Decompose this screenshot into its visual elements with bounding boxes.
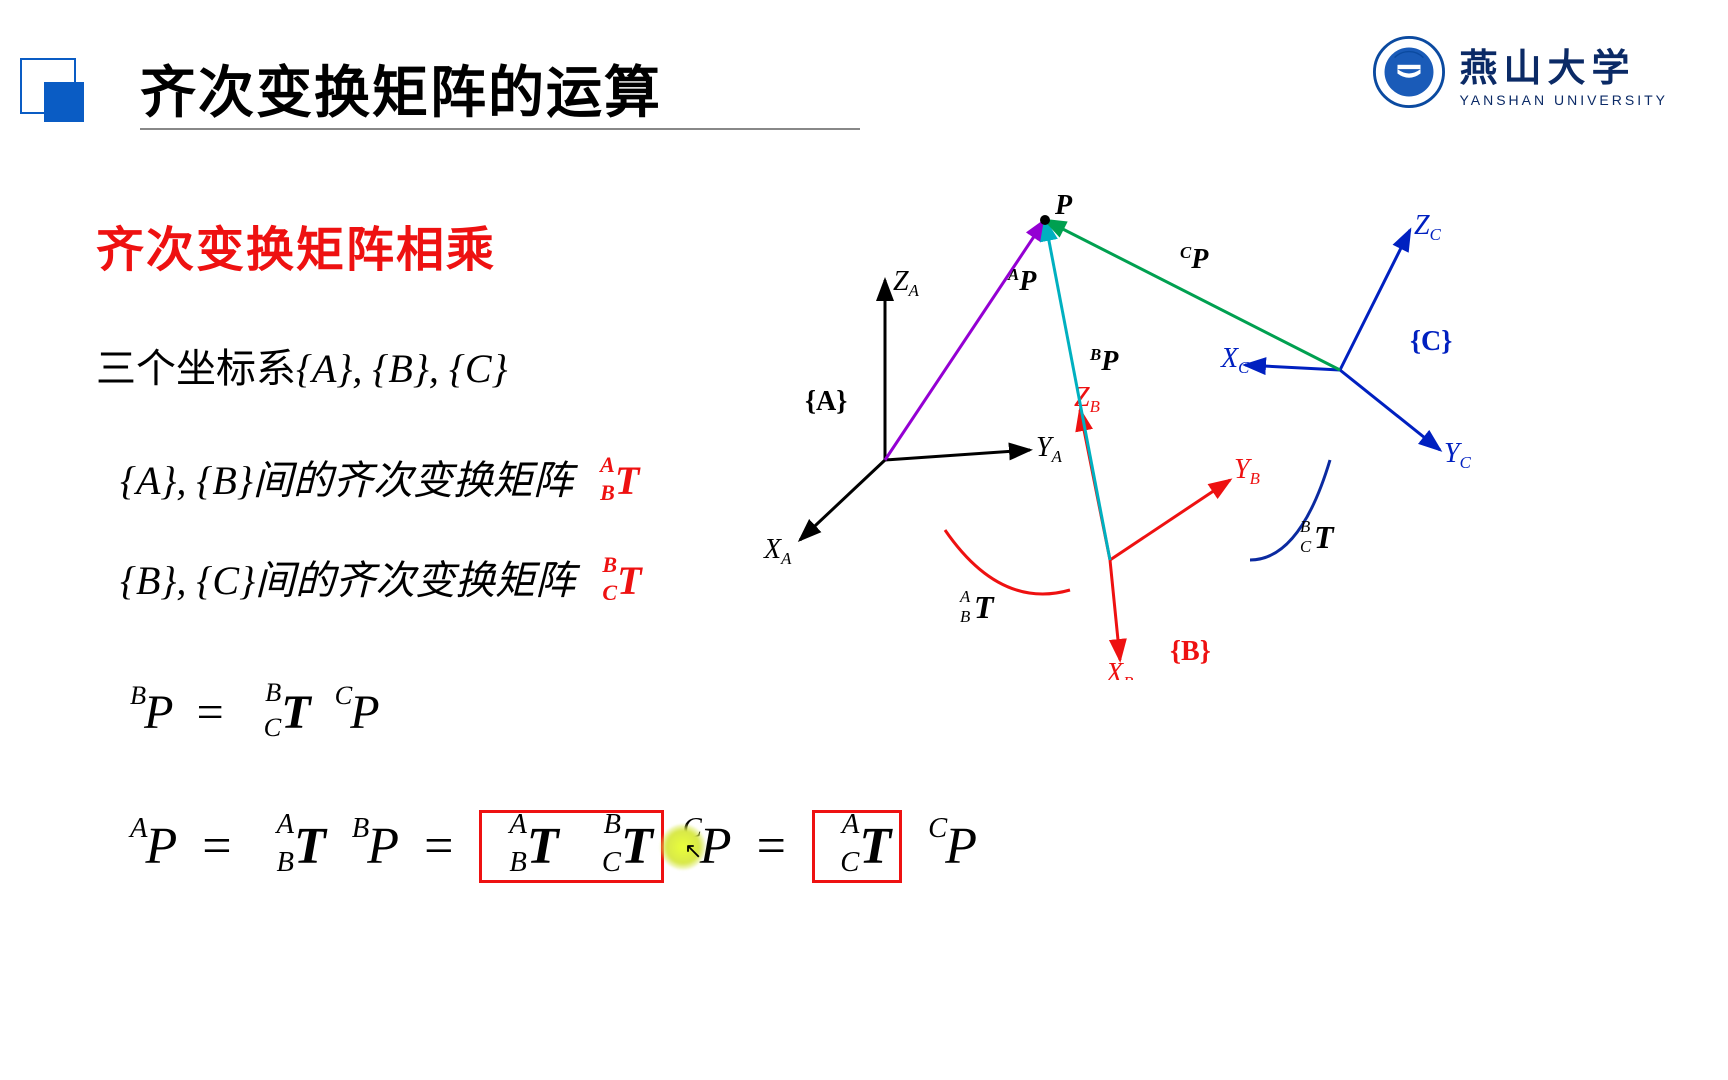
svg-text:T: T: [974, 589, 995, 625]
svg-text:YB: YB: [1234, 454, 1260, 488]
line-ab-transform: {A}, {B}间的齐次变换矩阵 ABT: [120, 448, 639, 506]
section-subheading: 齐次变换矩阵相乘: [96, 210, 496, 280]
svg-text:A: A: [959, 587, 971, 606]
svg-text:XA: XA: [763, 534, 792, 568]
svg-text:YC: YC: [1444, 438, 1472, 472]
svg-text:{A}: {A}: [805, 386, 847, 417]
svg-text:{B}: {B}: [1170, 636, 1211, 667]
university-logo: 燕山大学 YANSHAN UNIVERSITY: [1373, 36, 1668, 108]
svg-text:AP: AP: [1007, 265, 1037, 297]
logo-text-cn: 燕山大学: [1459, 37, 1668, 92]
svg-text:P: P: [1054, 190, 1073, 221]
svg-text:XC: XC: [1220, 343, 1250, 377]
pointer-highlight: [660, 824, 706, 870]
svg-text:C: C: [1300, 537, 1312, 556]
red-box-composite: ACT: [812, 810, 902, 883]
line-bc-transform: {B}, {C}间的齐次变换矩阵 BCT: [120, 548, 642, 606]
logo-text-en: YANSHAN UNIVERSITY: [1459, 92, 1668, 108]
page-title: 齐次变换矩阵的运算: [140, 48, 662, 129]
line-three-frames: 三个坐标系{A}, {B}, {C}: [96, 336, 508, 394]
svg-text:T: T: [1314, 519, 1335, 555]
svg-text:ZC: ZC: [1414, 210, 1442, 244]
logo-seal-icon: [1373, 36, 1445, 108]
svg-text:{C}: {C}: [1410, 326, 1452, 357]
svg-text:ZA: ZA: [893, 266, 920, 300]
equation-bp: BP = BCT CP: [130, 680, 380, 740]
red-box-product: ABT BCT: [479, 810, 663, 883]
svg-text:B: B: [1300, 517, 1310, 536]
header-decor-fill: [44, 82, 84, 122]
svg-text:YA: YA: [1036, 432, 1063, 466]
svg-text:B: B: [960, 607, 970, 626]
svg-text:XB: XB: [1105, 658, 1133, 680]
svg-text:CP: CP: [1180, 243, 1209, 275]
svg-text:BP: BP: [1089, 345, 1119, 377]
coordinate-frames-diagram: ZAYAXA{A}ZBYBXB{B}ZCYCXC{C}PAPBPCPABTBCT: [740, 160, 1480, 680]
title-underline: [140, 128, 860, 130]
equation-ap: AP = ABT BP = ABT BCT CP = ACT CP: [130, 810, 977, 883]
